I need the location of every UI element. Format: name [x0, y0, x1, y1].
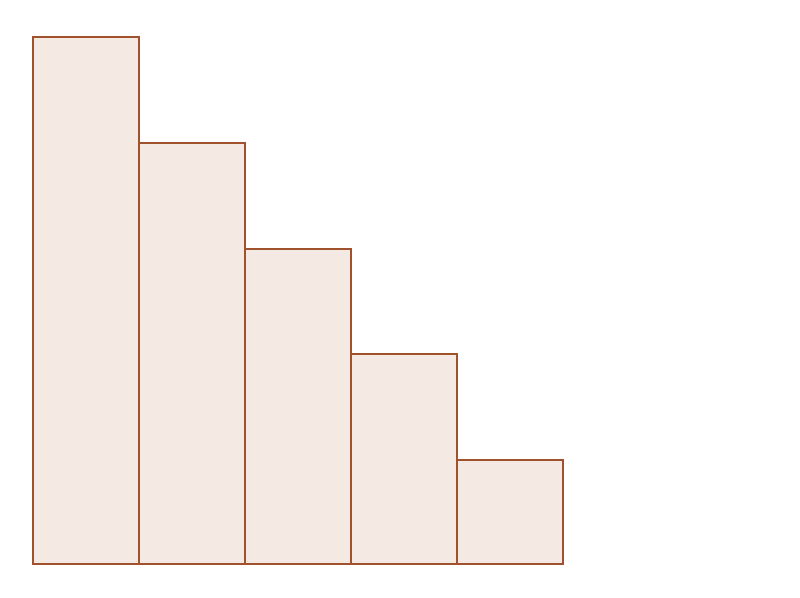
bar-4 [350, 353, 458, 565]
bar-3 [244, 248, 352, 565]
bar-1 [32, 36, 140, 565]
bar-5 [456, 459, 564, 565]
bar-2 [138, 142, 246, 565]
